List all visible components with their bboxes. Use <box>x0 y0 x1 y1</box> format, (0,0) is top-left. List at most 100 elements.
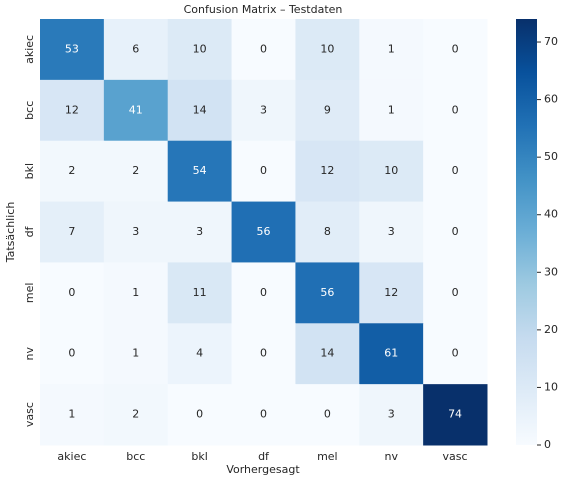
cell <box>40 140 105 203</box>
cell-label: 12 <box>65 103 79 116</box>
cell-label: 1 <box>132 286 139 299</box>
cell <box>295 19 360 81</box>
cell-label: 1 <box>68 408 75 421</box>
cell-label: 0 <box>260 286 267 299</box>
x-tick-label: bcc <box>126 450 145 463</box>
cell-label: 0 <box>68 347 75 360</box>
cell <box>359 262 424 324</box>
x-axis-label: Vorhergesagt <box>226 463 300 476</box>
cell <box>359 19 424 81</box>
cell-label: 10 <box>384 164 398 177</box>
cell <box>423 262 488 324</box>
cell-label: 0 <box>196 408 203 421</box>
cell-label: 54 <box>193 164 207 177</box>
cell-label: 3 <box>388 408 395 421</box>
cell <box>103 140 169 203</box>
cell-label: 0 <box>260 42 267 55</box>
y-tick-label: nv <box>23 346 36 360</box>
cell <box>167 323 233 385</box>
cell-label: 1 <box>388 103 395 116</box>
cell <box>103 201 169 263</box>
cell <box>231 140 296 203</box>
colorbar-tick-label: 60 <box>544 93 558 106</box>
cell <box>295 140 360 203</box>
cell-label: 1 <box>132 347 139 360</box>
colorbar-tick-label: 0 <box>544 438 551 451</box>
cell-label: 0 <box>260 408 267 421</box>
cell-label: 10 <box>320 42 334 55</box>
x-tick-label: vasc <box>443 450 468 463</box>
cell <box>40 262 105 324</box>
cell <box>295 262 360 324</box>
cell <box>231 19 296 81</box>
cell-label: 0 <box>452 225 459 238</box>
cell-label: 2 <box>132 164 139 177</box>
cell <box>40 323 105 385</box>
cell <box>295 323 360 385</box>
cell-label: 8 <box>324 225 331 238</box>
cell-label: 0 <box>452 164 459 177</box>
cell <box>103 19 169 81</box>
cell <box>359 79 424 142</box>
cell <box>40 19 105 81</box>
cell-label: 0 <box>452 347 459 360</box>
cell-label: 0 <box>260 347 267 360</box>
cell <box>295 384 360 446</box>
chart-title: Confusion Matrix – Testdaten <box>184 3 343 16</box>
y-tick-label: df <box>23 225 36 237</box>
cell <box>423 323 488 385</box>
cell <box>359 384 424 446</box>
cell-label: 12 <box>384 286 398 299</box>
y-tick-label: mel <box>23 283 36 304</box>
cell <box>295 79 360 142</box>
cell <box>167 201 233 263</box>
cell <box>167 140 233 203</box>
cell <box>359 201 424 263</box>
colorbar-tick-label: 50 <box>544 150 558 163</box>
cell-label: 2 <box>132 408 139 421</box>
cell-label: 6 <box>132 42 139 55</box>
cell <box>423 140 488 203</box>
cell <box>231 79 296 142</box>
colorbar-tick-label: 70 <box>544 35 558 48</box>
cell-label: 14 <box>320 347 334 360</box>
cell <box>167 262 233 324</box>
cell <box>231 323 296 385</box>
cell <box>423 384 488 446</box>
colorbar-tick-label: 40 <box>544 208 558 221</box>
colorbar-tick-label: 20 <box>544 323 558 336</box>
x-tick-label: mel <box>317 450 338 463</box>
cell-label: 0 <box>452 42 459 55</box>
cell-label: 10 <box>193 42 207 55</box>
cell-label: 74 <box>448 408 462 421</box>
cell-label: 3 <box>388 225 395 238</box>
cell-label: 0 <box>452 286 459 299</box>
y-tick-label: akiec <box>23 35 36 64</box>
cell <box>359 323 424 385</box>
cell-label: 56 <box>320 286 334 299</box>
x-tick-label: nv <box>384 450 398 463</box>
cell-label: 14 <box>193 103 207 116</box>
y-axis-label: Tatsächlich <box>4 202 17 264</box>
colorbar-tick-label: 10 <box>544 380 558 393</box>
cell-label: 0 <box>324 408 331 421</box>
cell <box>231 384 296 446</box>
cell-label: 0 <box>68 286 75 299</box>
cell <box>295 201 360 263</box>
cell-label: 11 <box>193 286 207 299</box>
cell-label: 9 <box>324 103 331 116</box>
cell <box>423 201 488 263</box>
y-tick-label: vasc <box>23 402 36 427</box>
x-tick-label: bkl <box>191 450 207 463</box>
cell <box>423 79 488 142</box>
cell <box>167 79 233 142</box>
cell-label: 0 <box>452 103 459 116</box>
cell-label: 1 <box>388 42 395 55</box>
cell <box>231 201 296 263</box>
cell-label: 3 <box>132 225 139 238</box>
cell <box>167 384 233 446</box>
y-tick-label: bcc <box>23 101 36 120</box>
cell <box>359 140 424 203</box>
cell <box>103 384 169 446</box>
